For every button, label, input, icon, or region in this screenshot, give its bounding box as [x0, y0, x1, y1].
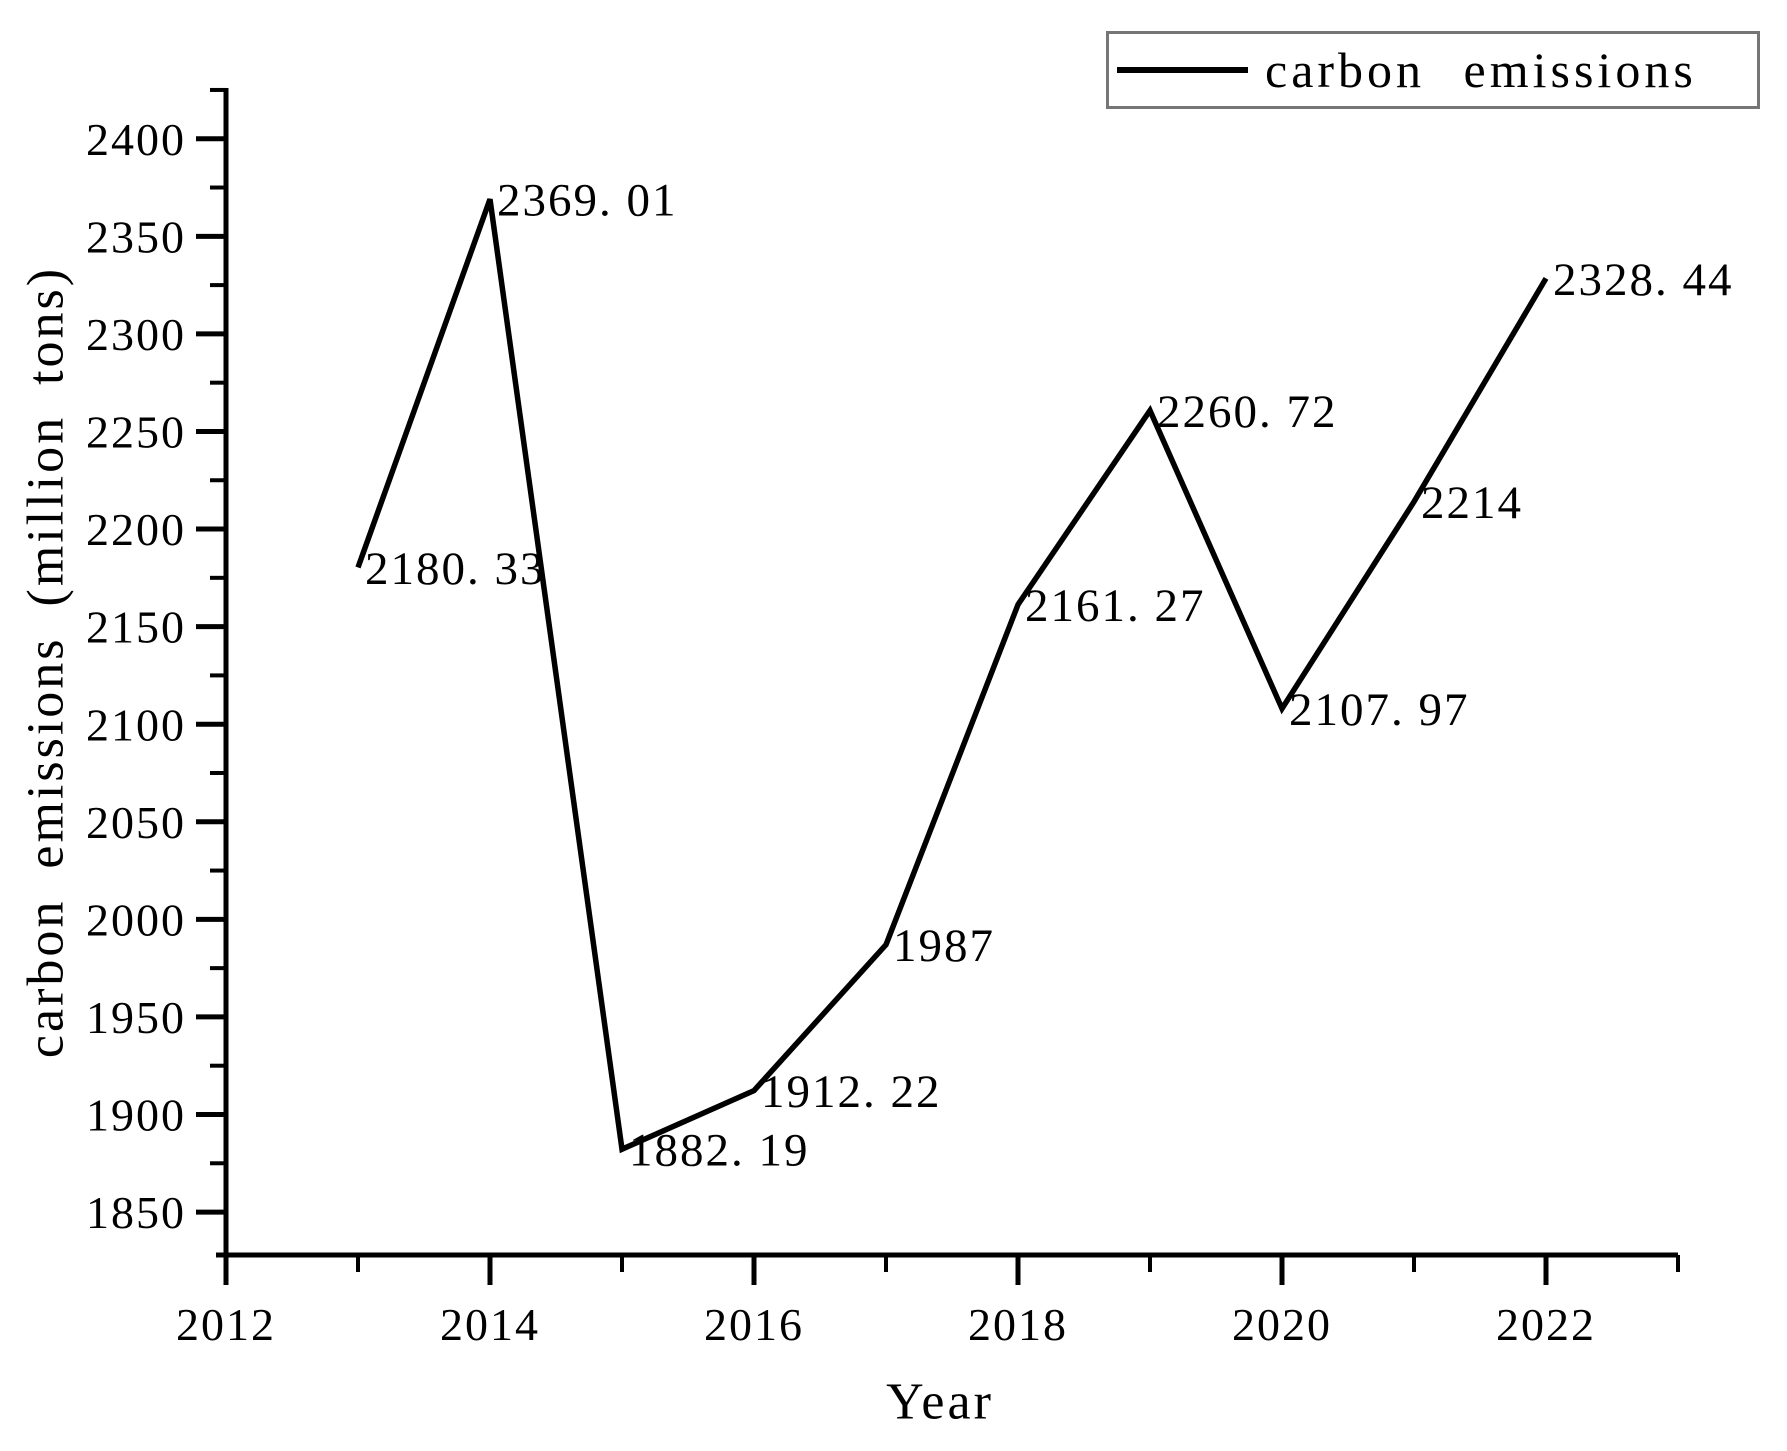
- x-tick-label: 2014: [440, 1299, 540, 1350]
- y-tick-label: 2350: [86, 211, 186, 262]
- y-tick-label: 2100: [86, 699, 186, 750]
- data-point-label: 1912. 22: [761, 1066, 942, 1118]
- y-tick-label: 2000: [86, 894, 186, 945]
- data-point-label: 2369. 01: [497, 175, 678, 227]
- y-tick-label: 2150: [86, 602, 186, 653]
- y-tick-label: 2300: [86, 309, 186, 360]
- y-tick-label: 1900: [86, 1090, 186, 1141]
- carbon-emissions-line: [355, 198, 1549, 1154]
- data-point-label: 1882. 19: [629, 1125, 810, 1177]
- y-tick-label: 2400: [86, 114, 186, 165]
- data-point-label: 2260. 72: [1157, 386, 1338, 438]
- y-tick-label: 1950: [86, 992, 186, 1043]
- data-point-label: 2214: [1421, 477, 1523, 529]
- data-point-label: 2161. 27: [1025, 580, 1206, 632]
- data-point-label: 2180. 33: [365, 543, 546, 595]
- data-point-label: 2328. 44: [1553, 254, 1734, 306]
- y-tick-label: 2050: [86, 797, 186, 848]
- y-tick-label: 2200: [86, 504, 186, 555]
- legend-line-sample: [1117, 67, 1248, 73]
- x-tick-label: 2020: [1232, 1299, 1332, 1350]
- x-axis-title: Year: [886, 1373, 994, 1431]
- y-tick-label: 2250: [86, 407, 186, 458]
- y-axis-title: carbon emissions (million tons): [17, 265, 75, 1059]
- y-tick-label: 1850: [86, 1187, 186, 1238]
- legend: carbon emissions: [1106, 31, 1760, 109]
- legend-label: carbon emissions: [1265, 42, 1697, 98]
- x-tick-label: 2018: [968, 1299, 1068, 1350]
- data-point-label: 1987: [893, 920, 995, 972]
- x-tick-label: 2022: [1496, 1299, 1596, 1350]
- data-point-label: 2107. 97: [1289, 684, 1470, 736]
- x-tick-label: 2012: [176, 1299, 276, 1350]
- x-tick-label: 2016: [704, 1299, 804, 1350]
